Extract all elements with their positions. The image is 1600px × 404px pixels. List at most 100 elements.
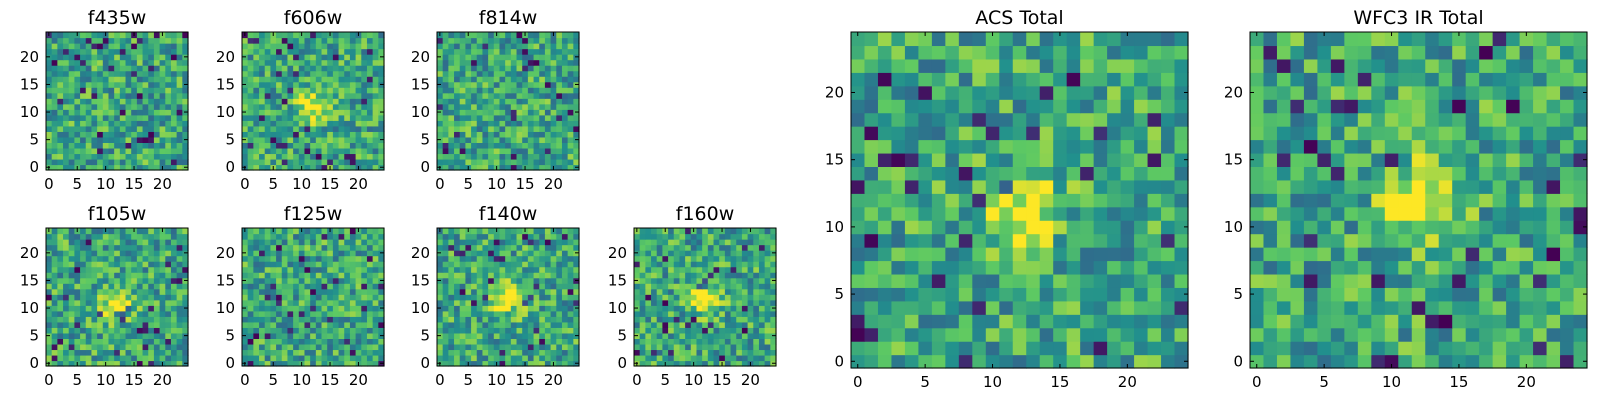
heatmap-cell (534, 261, 540, 267)
heatmap-cell (120, 43, 126, 49)
heatmap-cell (465, 115, 471, 121)
heatmap-cell (63, 32, 69, 38)
heatmap-cell (539, 60, 545, 66)
heatmap-cell (460, 153, 466, 159)
heatmap-cell (878, 166, 892, 180)
heatmap-cell (143, 126, 149, 132)
heatmap-cell (562, 60, 568, 66)
heatmap-cell (373, 120, 379, 126)
heatmap-cell (551, 137, 557, 143)
heatmap-cell (522, 327, 528, 333)
heatmap-cell (63, 98, 69, 104)
heatmap-cell (373, 109, 379, 115)
heatmap-cell (46, 267, 52, 273)
heatmap-cell (327, 131, 333, 137)
heatmap-cell (265, 60, 271, 66)
heatmap-cell (316, 245, 322, 251)
heatmap-cell (177, 228, 183, 234)
heatmap-cell (568, 54, 574, 60)
heatmap-cell (1134, 193, 1148, 207)
heatmap-cell (148, 228, 154, 234)
heatmap-cell (97, 245, 103, 251)
heatmap-cell (651, 250, 657, 256)
heatmap-cell (505, 294, 511, 300)
heatmap-cell (177, 250, 183, 256)
heatmap-cell (448, 250, 454, 256)
heatmap-cell (327, 283, 333, 289)
heatmap-cell (171, 322, 177, 328)
heatmap-cell (120, 49, 126, 55)
heatmap-cell (556, 87, 562, 93)
heatmap-cell (97, 344, 103, 350)
heatmap-cell (534, 32, 540, 38)
heatmap-cell (350, 98, 356, 104)
heatmap-cell (276, 148, 282, 154)
heatmap-cell (367, 98, 373, 104)
heatmap-cell (465, 239, 471, 245)
heatmap-cell (97, 142, 103, 148)
heatmap-cell (454, 65, 460, 71)
heatmap-cell (143, 256, 149, 262)
heatmap-cell (562, 322, 568, 328)
heatmap-cell (1013, 274, 1027, 288)
heatmap-cell (545, 338, 551, 344)
heatmap-cell (972, 193, 986, 207)
heatmap-cell (454, 349, 460, 355)
heatmap-cell (499, 289, 505, 295)
heatmap-cell (91, 234, 97, 240)
heatmap-cell (253, 153, 259, 159)
heatmap-cell (679, 322, 685, 328)
heatmap-cell (367, 126, 373, 132)
heatmap-cell (759, 245, 765, 251)
heatmap-cell (460, 148, 466, 154)
heatmap-cell (299, 137, 305, 143)
heatmap-cell (373, 256, 379, 262)
heatmap-image (437, 32, 580, 171)
y-tick-label: 5 (29, 131, 39, 149)
heatmap-cell (69, 338, 75, 344)
heatmap-cell (339, 137, 345, 143)
heatmap-cell (528, 311, 534, 317)
heatmap-cell (287, 250, 293, 256)
x-tick-label: 10 (292, 371, 311, 389)
heatmap-cell (443, 71, 449, 77)
heatmap-cell (137, 82, 143, 88)
heatmap-cell (242, 294, 248, 300)
heatmap-cell (253, 349, 259, 355)
heatmap-cell (477, 32, 483, 38)
heatmap-cell (905, 153, 919, 167)
heatmap-cell (465, 349, 471, 355)
heatmap-cell (52, 137, 58, 143)
heatmap-cell (714, 283, 720, 289)
heatmap-cell (1107, 193, 1121, 207)
heatmap-cell (499, 93, 505, 99)
heatmap-cell (270, 131, 276, 137)
heatmap-cell (668, 245, 674, 251)
heatmap-cell (373, 87, 379, 93)
heatmap-cell (373, 98, 379, 104)
heatmap-cell (702, 327, 708, 333)
heatmap-cell (662, 316, 668, 322)
heatmap-cell (691, 267, 697, 273)
heatmap-cell (108, 333, 114, 339)
heatmap-cell (86, 333, 92, 339)
heatmap-cell (242, 115, 248, 121)
heatmap-cell (511, 333, 517, 339)
heatmap-cell (350, 256, 356, 262)
heatmap-cell (333, 159, 339, 165)
heatmap-cell (310, 43, 316, 49)
heatmap-cell (91, 32, 97, 38)
heatmap-cell (97, 256, 103, 262)
heatmap-cell (534, 239, 540, 245)
heatmap-cell (131, 137, 137, 143)
heatmap-cell (361, 338, 367, 344)
heatmap-cell (1013, 314, 1027, 328)
heatmap-cell (282, 43, 288, 49)
heatmap-cell (282, 38, 288, 44)
heatmap-cell (545, 234, 551, 240)
heatmap-cell (160, 349, 166, 355)
y-tick-label: 5 (29, 327, 39, 345)
heatmap-cell (293, 87, 299, 93)
heatmap-cell (1094, 301, 1108, 315)
heatmap-cell (545, 104, 551, 110)
